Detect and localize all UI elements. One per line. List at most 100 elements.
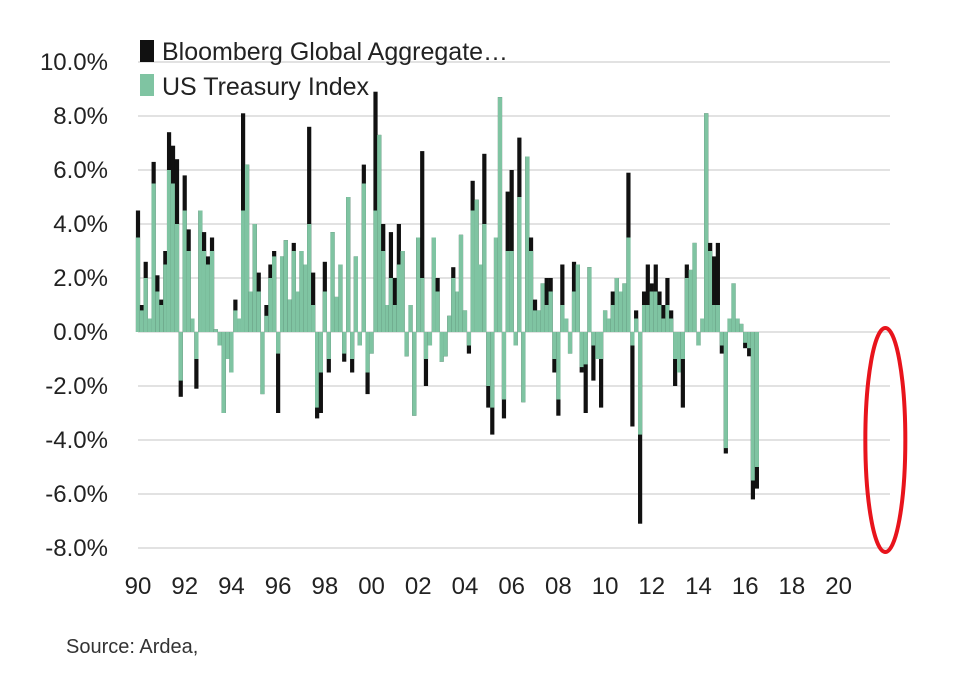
bar-us-treasury-index [264, 315, 269, 332]
bar-us-treasury-index [626, 237, 631, 332]
bar-us-treasury-index [381, 251, 386, 332]
bar-us-treasury-index [747, 332, 752, 349]
bar-us-treasury-index [552, 332, 557, 359]
bar-us-treasury-index [653, 291, 658, 332]
x-tick-label: 10 [592, 573, 619, 600]
bar-us-treasury-index [684, 278, 689, 332]
x-tick-label: 96 [265, 573, 292, 600]
bar-us-treasury-index [423, 332, 429, 359]
x-tick-label: 92 [171, 573, 198, 600]
y-tick-label: 2.0% [53, 265, 108, 292]
bar-us-treasury-index [217, 332, 222, 346]
bar-us-treasury-index [209, 251, 215, 332]
bar-bloomberg-global-aggregate [591, 332, 596, 381]
y-tick-label: 6.0% [53, 157, 108, 184]
bar-bloomberg-global-aggregate [420, 151, 425, 332]
y-tick-label: -6.0% [45, 481, 108, 508]
bar-us-treasury-index [151, 183, 156, 332]
bar-us-treasury-index [638, 332, 643, 435]
bar-us-treasury-index [556, 332, 561, 400]
bar-us-treasury-index [462, 310, 468, 332]
legend-swatch-us-treasury [140, 74, 154, 96]
bar-us-treasury-index [478, 264, 483, 332]
bar-us-treasury-index [735, 318, 740, 332]
bar-us-treasury-index [544, 305, 549, 332]
bar-us-treasury-index [451, 278, 456, 332]
bar-us-treasury-index [673, 332, 678, 359]
bar-us-treasury-index [350, 332, 355, 359]
x-axis-tick-labels: 90 92 94 96 98 00 02 04 06 08 10 12 14 16 18 20 [125, 573, 852, 600]
bar-us-treasury-index [357, 332, 362, 346]
legend-swatch-bloomberg [140, 40, 154, 62]
bar-us-treasury-index [139, 310, 145, 332]
x-tick-label: 16 [732, 573, 759, 600]
bar-bloomberg-global-aggregate [680, 332, 685, 408]
x-tick-label: 20 [825, 573, 852, 600]
bar-us-treasury-index [311, 305, 316, 332]
bar-us-treasury-index [303, 264, 308, 332]
bar-us-treasury-index [365, 332, 370, 373]
highlight-ellipse [863, 326, 908, 554]
bar-us-treasury-index [634, 318, 639, 332]
y-tick-label: -4.0% [45, 427, 108, 454]
x-tick-label: 08 [545, 573, 572, 600]
bar-us-treasury-index [291, 251, 296, 332]
bars [135, 91, 759, 524]
y-tick-label: 8.0% [53, 103, 108, 130]
y-axis-tick-labels: 10.0% 8.0% 6.0% 4.0% 2.0% 0.0% -2.0% -4.0% -6.0%… [40, 49, 108, 562]
bar-us-treasury-index [715, 305, 720, 332]
bar-us-treasury-index [170, 183, 176, 332]
bar-us-treasury-index [599, 332, 604, 359]
bar-us-treasury-index [719, 332, 724, 346]
bar-us-treasury-index [295, 291, 300, 332]
bar-us-treasury-index [700, 318, 705, 332]
bar-us-treasury-index [190, 318, 195, 332]
bar-us-treasury-index [712, 305, 717, 332]
bar-us-treasury-index [194, 332, 199, 359]
bar-us-treasury-index [400, 251, 405, 332]
bar-us-treasury-index [505, 251, 510, 332]
bar-us-treasury-index [143, 278, 148, 332]
bar-us-treasury-index [388, 278, 394, 332]
bar-bloomberg-global-aggregate [583, 332, 588, 413]
bar-us-treasury-index [326, 332, 331, 359]
bar-us-treasury-index [696, 332, 701, 346]
x-tick-label: 02 [405, 573, 432, 600]
bar-us-treasury-index [575, 264, 580, 332]
bar-us-treasury-index [618, 291, 623, 332]
bar-us-treasury-index [587, 267, 592, 332]
bar-us-treasury-index [567, 332, 573, 354]
bar-us-treasury-index [318, 332, 323, 373]
x-tick-label: 00 [358, 573, 385, 600]
bar-us-treasury-index [509, 251, 514, 332]
bar-us-treasury-index [307, 224, 312, 332]
y-tick-label: 4.0% [53, 211, 108, 238]
bar-us-treasury-index [272, 256, 277, 332]
bar-us-treasury-index [334, 296, 339, 332]
x-tick-label: 90 [125, 573, 152, 600]
bar-us-treasury-index [256, 291, 261, 332]
bar-us-treasury-index [669, 318, 674, 332]
bar-us-treasury-index [237, 318, 242, 332]
bar-bloomberg-global-aggregate [276, 332, 281, 413]
bar-us-treasury-index [330, 232, 335, 332]
bar-us-treasury-index [591, 332, 596, 346]
x-tick-label: 94 [218, 573, 245, 600]
bar-bloomberg-global-aggregate [630, 332, 635, 427]
bar-us-treasury-index [595, 332, 600, 359]
bar-us-treasury-index [497, 97, 503, 332]
bar-us-treasury-index [540, 283, 545, 332]
bar-us-treasury-index [201, 251, 207, 332]
bar-us-treasury-index [268, 278, 273, 332]
bar-bloomberg-global-aggregate [311, 272, 316, 332]
bar-us-treasury-index [661, 318, 666, 332]
bar-us-treasury-index [645, 305, 650, 332]
bar-us-treasury-index [560, 305, 565, 332]
bar-us-treasury-index [731, 283, 736, 332]
bar-us-treasury-index [482, 224, 487, 332]
bar-us-treasury-index [276, 332, 281, 354]
bar-us-treasury-index [614, 278, 619, 332]
bar-us-treasury-index [431, 237, 436, 332]
x-tick-label: 04 [452, 573, 479, 600]
